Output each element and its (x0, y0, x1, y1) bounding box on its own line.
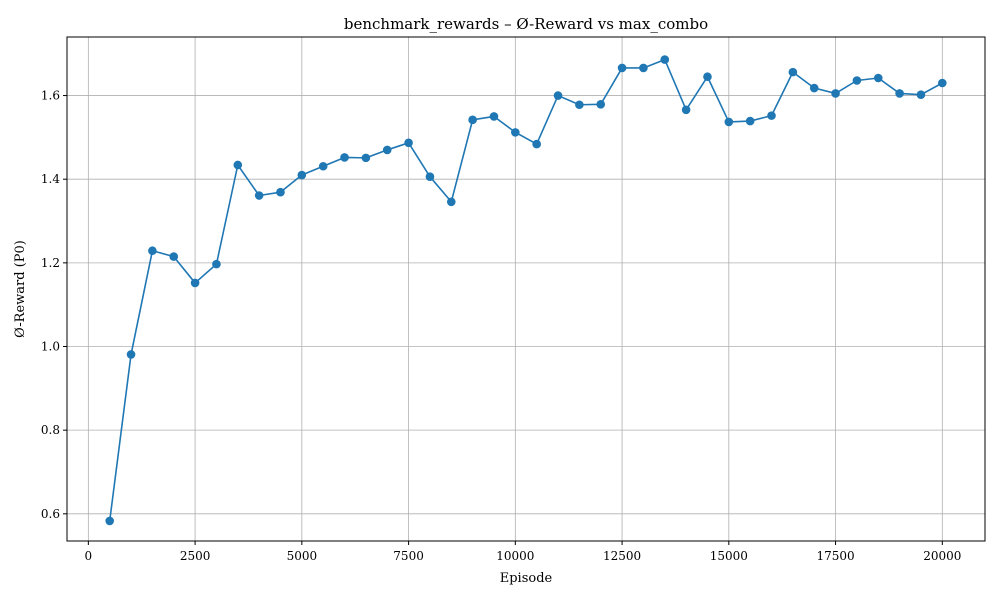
data-point (916, 90, 926, 100)
x-axis-label: Episode (500, 571, 553, 586)
plot-frame (66, 36, 986, 542)
x-tick-label: 2500 (180, 549, 211, 563)
data-point (212, 259, 221, 269)
data-point (809, 83, 819, 93)
x-tick-label: 20000 (923, 549, 961, 563)
axis-ticks: 0 2500 5000 7500 10000 12500 15000 17500 20000 0.… (41, 89, 961, 563)
y-tick-label: 1.0 (41, 340, 60, 354)
grid (67, 37, 985, 541)
chart-title: benchmark_rewards – Ø-Reward vs max_comb… (344, 15, 708, 33)
data-point (617, 63, 627, 73)
series (105, 55, 947, 526)
data-point (575, 100, 584, 110)
data-point (105, 516, 114, 526)
data-point (297, 170, 307, 180)
x-tick-label: 17500 (816, 549, 854, 563)
data-point (831, 89, 840, 98)
data-point (404, 138, 413, 148)
data-point (767, 111, 776, 120)
data-point (724, 117, 734, 127)
data-point (233, 160, 243, 170)
data-point (532, 139, 541, 149)
y-tick-label: 1.4 (41, 172, 60, 186)
data-point (126, 350, 136, 359)
data-point (703, 72, 712, 82)
data-point (745, 116, 755, 126)
data-point (489, 112, 499, 121)
data-point (788, 67, 798, 77)
data-point (446, 197, 456, 207)
x-tick-label: 12500 (603, 549, 641, 563)
data-point (340, 153, 349, 162)
data-point (553, 91, 563, 100)
x-tick-label: 5000 (287, 549, 318, 563)
data-point (148, 246, 157, 256)
x-tick-label: 15000 (710, 549, 748, 563)
data-point (276, 187, 285, 197)
data-point (382, 145, 392, 155)
data-point (660, 55, 670, 64)
data-point (190, 278, 200, 288)
x-tick-label: 0 (85, 549, 93, 563)
data-point (169, 252, 179, 261)
data-point (681, 105, 691, 115)
data-point (425, 172, 435, 181)
y-axis-label: Ø-Reward (P0) (13, 240, 28, 338)
data-point (938, 78, 947, 88)
y-tick-label: 1.2 (41, 256, 60, 270)
x-tick-label: 10000 (496, 549, 534, 563)
data-point (639, 63, 648, 73)
data-point (596, 100, 606, 109)
data-point (511, 128, 520, 137)
data-point (254, 191, 264, 200)
data-point (852, 76, 862, 85)
data-point (318, 161, 328, 171)
y-tick-label: 0.8 (41, 423, 60, 437)
data-point (361, 153, 371, 163)
y-tick-label: 0.6 (41, 507, 60, 521)
data-point (873, 73, 883, 83)
series-line (108, 58, 943, 522)
x-tick-label: 7500 (393, 549, 424, 563)
data-point (468, 115, 477, 125)
y-tick-label: 1.6 (41, 89, 60, 103)
data-point (895, 89, 904, 98)
